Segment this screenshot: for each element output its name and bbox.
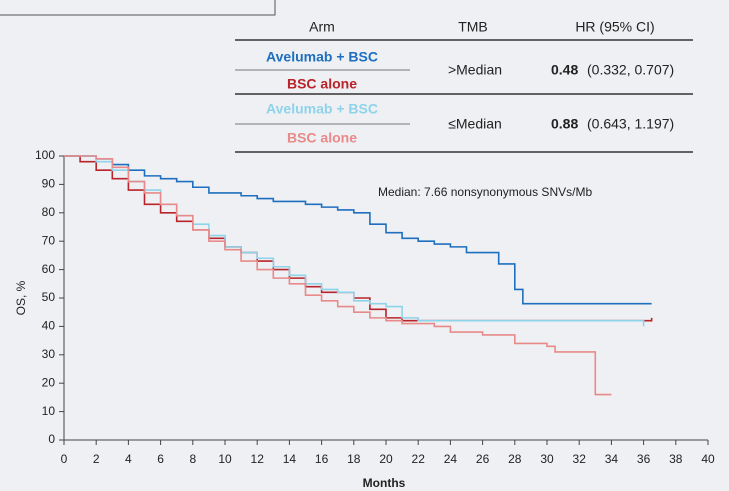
x-tick-label: 20 bbox=[379, 452, 393, 466]
x-tick-label: 32 bbox=[573, 452, 587, 466]
x-tick-label: 36 bbox=[637, 452, 651, 466]
y-tick-label: 80 bbox=[42, 205, 56, 219]
y-tick-label: 10 bbox=[42, 404, 56, 418]
y-tick-label: 100 bbox=[35, 148, 55, 162]
x-tick-label: 28 bbox=[508, 452, 522, 466]
y-tick-label: 90 bbox=[42, 177, 56, 191]
x-tick-label: 24 bbox=[444, 452, 458, 466]
ci: (0.332, 0.707) bbox=[587, 62, 674, 78]
x-tick-label: 10 bbox=[218, 452, 232, 466]
ci: (0.643, 1.197) bbox=[587, 116, 674, 132]
x-tick-label: 38 bbox=[669, 452, 683, 466]
x-tick-label: 12 bbox=[251, 452, 265, 466]
legend-label: Avelumab + BSC bbox=[266, 49, 378, 65]
y-tick-label: 30 bbox=[42, 347, 56, 361]
frame bbox=[0, 0, 276, 16]
x-tick-label: 16 bbox=[315, 452, 329, 466]
y-tick-label: 70 bbox=[42, 233, 56, 247]
y-tick-label: 0 bbox=[48, 432, 55, 446]
legend-label: Avelumab + BSC bbox=[266, 101, 378, 117]
annotation: Median: 7.66 nonsynonymous SNVs/Mb bbox=[378, 185, 592, 199]
x-tick-label: 6 bbox=[157, 452, 164, 466]
y-tick-label: 40 bbox=[42, 319, 56, 333]
table-header: HR (95% CI) bbox=[575, 19, 654, 35]
x-tick-label: 40 bbox=[701, 452, 715, 466]
x-tick-label: 14 bbox=[283, 452, 297, 466]
legend-label: BSC alone bbox=[287, 76, 357, 92]
x-tick-label: 34 bbox=[605, 452, 619, 466]
x-axis-label: Months bbox=[363, 476, 406, 490]
x-tick-label: 4 bbox=[125, 452, 132, 466]
x-tick-label: 2 bbox=[93, 452, 100, 466]
x-tick-label: 18 bbox=[347, 452, 361, 466]
tmb: ≤Median bbox=[448, 116, 502, 132]
x-tick-label: 0 bbox=[61, 452, 68, 466]
x-tick-label: 26 bbox=[476, 452, 490, 466]
y-tick-label: 60 bbox=[42, 262, 56, 276]
table-header: Arm bbox=[309, 19, 335, 35]
table-header: TMB bbox=[458, 19, 488, 35]
legend-label: BSC alone bbox=[287, 130, 357, 146]
table: Arm TMB HR (95% CI) Avelumab + BSC BSC a… bbox=[235, 19, 693, 153]
x-tick-label: 8 bbox=[189, 452, 196, 466]
tmb: >Median bbox=[448, 62, 502, 78]
x-tick-label: 30 bbox=[540, 452, 554, 466]
survival-curve bbox=[64, 155, 652, 305]
x-tick-label: 22 bbox=[412, 452, 426, 466]
y-tick-label: 20 bbox=[42, 375, 56, 389]
hr: 0.48 bbox=[551, 62, 578, 78]
hr: 0.88 bbox=[551, 116, 578, 132]
survival-curve bbox=[64, 155, 612, 396]
y-tick-label: 50 bbox=[42, 290, 56, 304]
y-axis-label: OS, % bbox=[14, 280, 28, 315]
